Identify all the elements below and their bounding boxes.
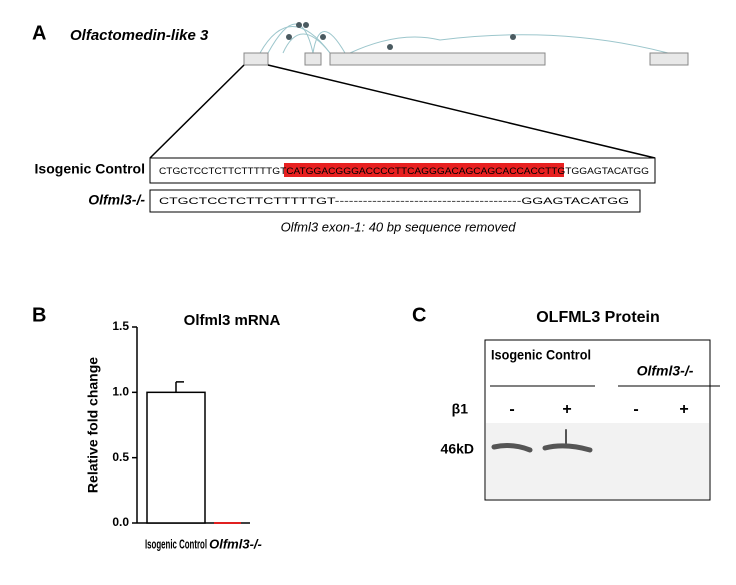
panel-label: C bbox=[412, 304, 426, 326]
y-axis-label: Relative fold change bbox=[85, 357, 101, 493]
marker-label: 46kD bbox=[441, 441, 474, 457]
lane-label: + bbox=[562, 401, 571, 418]
blot-image bbox=[486, 423, 709, 499]
sequence: CTGCTCCTCTTCTTTTTGT ---------------------… bbox=[159, 196, 629, 207]
lane-label: - bbox=[509, 401, 514, 418]
blot-bands bbox=[491, 429, 593, 453]
x-tick-label: Isogenic Control bbox=[145, 536, 207, 551]
x-tick-label: Olfml3-/- bbox=[209, 536, 262, 551]
group-label: Isogenic Control bbox=[491, 347, 591, 363]
seq-part: GGAGTACATGG bbox=[571, 166, 649, 177]
panel-title: OLFML3 Protein bbox=[536, 309, 660, 326]
seq-part: CTGCTCCTCTTCTTTTTGT bbox=[159, 196, 336, 207]
lane-label: - bbox=[633, 401, 638, 418]
exons bbox=[243, 52, 689, 66]
bar bbox=[146, 391, 206, 524]
seq-part: ---------------------------------------- bbox=[335, 196, 522, 207]
deletion-highlight bbox=[284, 163, 564, 177]
group-label: Olfml3-/- bbox=[637, 363, 694, 379]
zoom-lines bbox=[149, 64, 656, 159]
y-tick-label: 1.5 bbox=[112, 319, 129, 333]
row-label: Olfml3-/- bbox=[88, 192, 145, 208]
panel-label: A bbox=[32, 22, 46, 44]
y-tick-label: 0.5 bbox=[112, 450, 129, 464]
panel-label: B bbox=[32, 304, 46, 326]
splice-arcs bbox=[259, 23, 669, 54]
y-tick-label: 0.0 bbox=[112, 515, 129, 529]
seq-part: CTGCTCCTCTTCTTTTTGT bbox=[159, 166, 286, 177]
seq-part: CATGGACGGGACCCCTTCAGGGACAGCAGCACCACCTTGT bbox=[286, 166, 571, 177]
splice-dots bbox=[286, 22, 516, 50]
lane-label: + bbox=[679, 401, 688, 418]
gene-name: Olfactomedin-like 3 bbox=[70, 27, 209, 44]
sequence: CTGCTCCTCTTCTTTTTGT CATGGACGGGACCCCTTCAGG… bbox=[159, 166, 649, 177]
caption: Olfml3 exon-1: 40 bp sequence removed bbox=[281, 219, 517, 234]
chart-title: Olfml3 mRNA bbox=[184, 312, 281, 329]
sequence-box bbox=[149, 189, 641, 213]
seq-part: GGAGTACATGG bbox=[521, 196, 629, 207]
treatment-label: β1 bbox=[452, 401, 469, 417]
y-tick-label: 1.0 bbox=[112, 385, 129, 399]
row-label: Isogenic Control bbox=[35, 161, 145, 177]
